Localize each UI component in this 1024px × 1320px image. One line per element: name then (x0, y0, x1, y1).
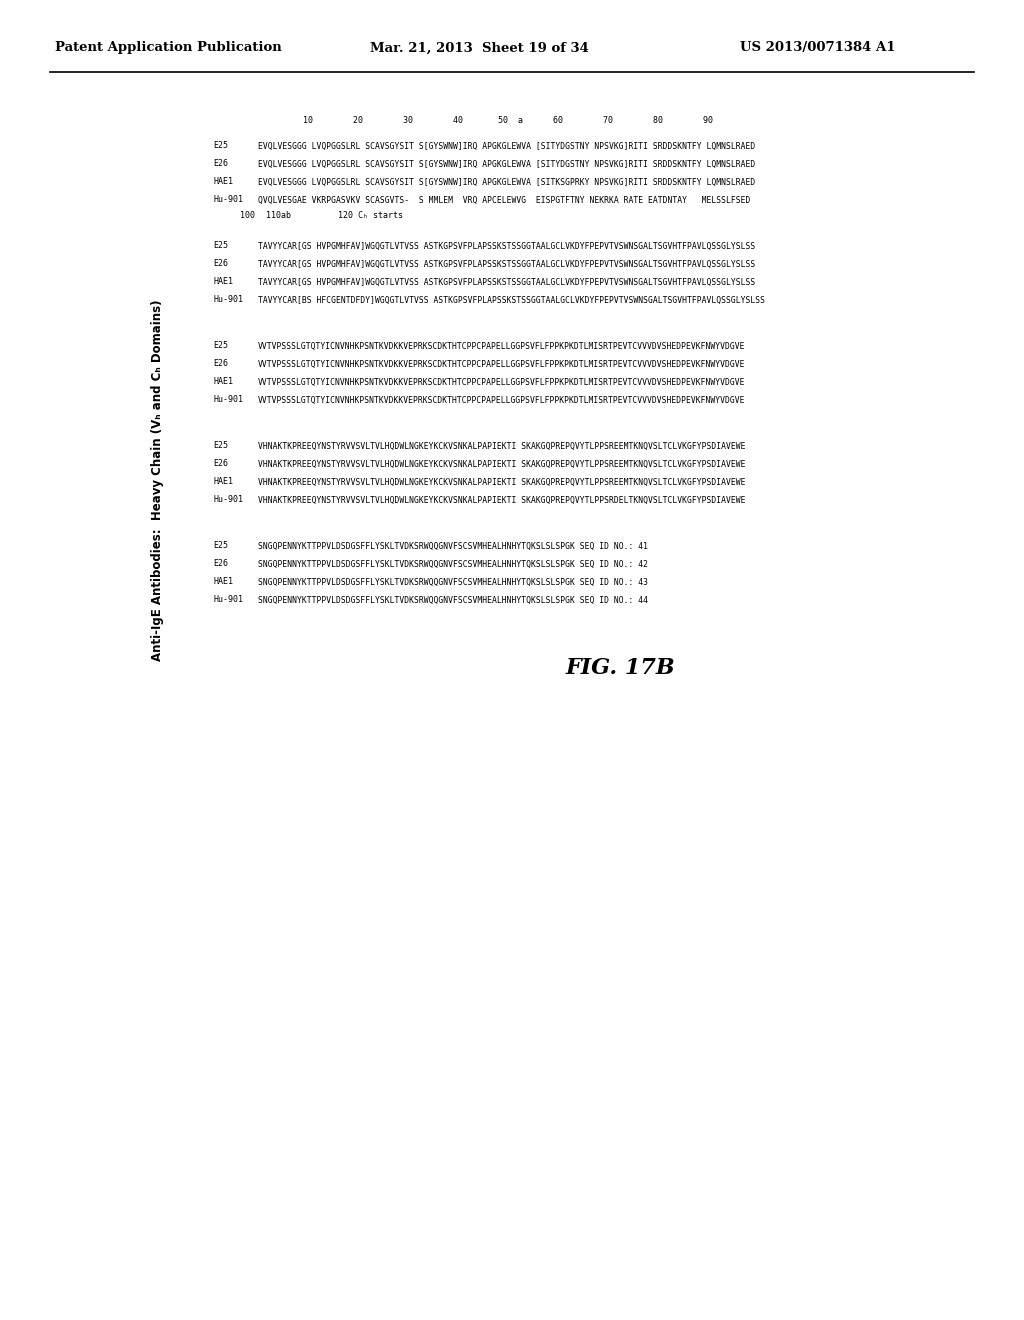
Text: Hu-901: Hu-901 (213, 396, 243, 404)
Text: 10        20        30        40       50  a      60        70        80        : 10 20 30 40 50 a 60 70 80 (258, 116, 713, 125)
Text: HAE1: HAE1 (213, 478, 233, 487)
Text: VHNAKTKPREEQYNSTYRVVSVLTVLHQDWLNGKEYKCKVSNKALPAPIEKTI SKAKGQPREPQVYTLPPSRDELTKNQ: VHNAKTKPREEQYNSTYRVVSVLTVLHQDWLNGKEYKCKV… (258, 495, 745, 504)
Text: Hu-901: Hu-901 (213, 296, 243, 305)
Text: HAE1: HAE1 (213, 277, 233, 286)
Text: E26: E26 (213, 260, 228, 268)
Text: E26: E26 (213, 459, 228, 469)
Text: E26: E26 (213, 560, 228, 569)
Text: Hu-901: Hu-901 (213, 495, 243, 504)
Text: Hu-901: Hu-901 (213, 595, 243, 605)
Text: HAE1: HAE1 (213, 578, 233, 586)
Text: TAVYYCAR[GS HVPGMHFAV]WGQGTLVTVSS ASTKGPSVFPLAPSSKSTSSGGTAALGCLVKDYFPEPVTVSWNSGA: TAVYYCAR[GS HVPGMHFAV]WGQGTLVTVSS ASTKGP… (258, 277, 756, 286)
Text: SNGQPENNYKTTPPVLDSDGSFFLYSKLTVDKSRWQQGNVFSCSVMHEALHNHYTQKSLSLSPGK SEQ ID NO.: 43: SNGQPENNYKTTPPVLDSDGSFFLYSKLTVDKSRWQQGNV… (258, 578, 648, 586)
Text: Mar. 21, 2013  Sheet 19 of 34: Mar. 21, 2013 Sheet 19 of 34 (370, 41, 589, 54)
Text: HAE1: HAE1 (213, 177, 233, 186)
Text: VVTVPSSSLGTQTYICNVNHKPSNTKVDKKVEPRKSCDKTHTCPPCPAPELLGGPSVFLFPPKPKDTLMISRTPEVTCVV: VVTVPSSSLGTQTYICNVNHKPSNTKVDKKVEPRKSCDKT… (258, 396, 745, 404)
Text: VHNAKTKPREEQYNSTYRVVSVLTVLHQDWLNGKEYKCKVSNKALPAPIEKTI SKAKGQPREPQVYTLPPSREEMTKNQ: VHNAKTKPREEQYNSTYRVVSVLTVLHQDWLNGKEYKCKV… (258, 441, 745, 450)
Text: SNGQPENNYKTTPPVLDSDGSFFLYSKLTVDKSRWQQGNVFSCSVMHEALHNHYTQKSLSLSPGK SEQ ID NO.: 41: SNGQPENNYKTTPPVLDSDGSFFLYSKLTVDKSRWQQGNV… (258, 541, 648, 550)
Text: SNGQPENNYKTTPPVLDSDGSFFLYSKLTVDKSRWQQGNVFSCSVMHEALHNHYTQKSLSLSPGK SEQ ID NO.: 44: SNGQPENNYKTTPPVLDSDGSFFLYSKLTVDKSRWQQGNV… (258, 595, 648, 605)
Text: VHNAKTKPREEQYNSTYRVVSVLTVLHQDWLNGKEYKCKVSNKALPAPIEKTI SKAKGQPREPQVYTLPPSREEMTKNQ: VHNAKTKPREEQYNSTYRVVSVLTVLHQDWLNGKEYKCKV… (258, 478, 745, 487)
Text: Hu-901: Hu-901 (213, 195, 243, 205)
Text: VVTVPSSSLGTQTYICNVNHKPSNTKVDKKVEPRKSCDKTHTCPPCPAPELLGGPSVFLFPPKPKDTLMISRTPEVTCVV: VVTVPSSSLGTQTYICNVNHKPSNTKVDKKVEPRKSCDKT… (258, 378, 745, 387)
Text: TAVYYCAR[BS HFCGENTDFDY]WGQGTLVTVSS ASTKGPSVFPLAPSSKSTSSGGTAALGCLVKDYFPEPVTVSWNS: TAVYYCAR[BS HFCGENTDFDY]WGQGTLVTVSS ASTK… (258, 296, 765, 305)
Text: E25: E25 (213, 141, 228, 150)
Text: EVQLVESGGG LVQPGGSLRL SCAVSGYSIT S[GYSWNW]IRQ APGKGLEWVA [SITYDGSTNY NPSVKG]RITI: EVQLVESGGG LVQPGGSLRL SCAVSGYSIT S[GYSWN… (258, 141, 756, 150)
Text: HAE1: HAE1 (213, 378, 233, 387)
Text: E26: E26 (213, 160, 228, 169)
Text: VHNAKTKPREEQYNSTYRVVSVLTVLHQDWLNGKEYKCKVSNKALPAPIEKTI SKAKGQPREPQVYTLPPSREEMTKNQ: VHNAKTKPREEQYNSTYRVVSVLTVLHQDWLNGKEYKCKV… (258, 459, 745, 469)
Text: TAVYYCAR[GS HVPGMHFAV]WGQGTLVTVSS ASTKGPSVFPLAPSSKSTSSGGTAALGCLVKDYFPEPVTVSWNSGA: TAVYYCAR[GS HVPGMHFAV]WGQGTLVTVSS ASTKGP… (258, 242, 756, 251)
Text: E25: E25 (213, 342, 228, 351)
Text: EVQLVESGGG LVQPGGSLRL SCAVSGYSIT S[GYSWNW]IRQ APGKGLEWVA [SITKSGPRKY NPSVKG]RITI: EVQLVESGGG LVQPGGSLRL SCAVSGYSIT S[GYSWN… (258, 177, 756, 186)
Text: EVQLVESGGG LVQPGGSLRL SCAVSGYSIT S[GYSWNW]IRQ APGKGLEWVA [SITYDGSTNY NPSVKG]RITI: EVQLVESGGG LVQPGGSLRL SCAVSGYSIT S[GYSWN… (258, 160, 756, 169)
Text: SNGQPENNYKTTPPVLDSDGSFFLYSKLTVDKSRWQQGNVFSCSVMHEALHNHYTQKSLSLSPGK SEQ ID NO.: 42: SNGQPENNYKTTPPVLDSDGSFFLYSKLTVDKSRWQQGNV… (258, 560, 648, 569)
Text: E25: E25 (213, 541, 228, 550)
Text: E26: E26 (213, 359, 228, 368)
Text: VVTVPSSSLGTQTYICNVNHKPSNTKVDKKVEPRKSCDKTHTCPPCPAPELLGGPSVFLFPPKPKDTLMISRTPEVTCVV: VVTVPSSSLGTQTYICNVNHKPSNTKVDKKVEPRKSCDKT… (258, 342, 745, 351)
Text: Patent Application Publication: Patent Application Publication (55, 41, 282, 54)
Text: E25: E25 (213, 242, 228, 251)
Text: TAVYYCAR[GS HVPGMHFAV]WGQGTLVTVSS ASTKGPSVFPLAPSSKSTSSGGTAALGCLVKDYFPEPVTVSWNSGA: TAVYYCAR[GS HVPGMHFAV]WGQGTLVTVSS ASTKGP… (258, 260, 756, 268)
Text: Anti-IgE Antibodies:  Heavy Chain (Vₕ and Cₕ Domains): Anti-IgE Antibodies: Heavy Chain (Vₕ and… (152, 300, 165, 661)
Text: 120 Cₕ starts: 120 Cₕ starts (338, 211, 403, 220)
Text: 110ab: 110ab (266, 211, 291, 220)
Text: QVQLVESGAE VKRPGASVKV SCASGVTS-  S MMLEM  VRQ APCELEWVG  EISPGTFTNY NEKRKA RATE : QVQLVESGAE VKRPGASVKV SCASGVTS- S MMLEM … (258, 195, 751, 205)
Text: 100: 100 (240, 211, 255, 220)
Text: US 2013/0071384 A1: US 2013/0071384 A1 (740, 41, 896, 54)
Text: FIG. 17B: FIG. 17B (565, 657, 675, 678)
Text: E25: E25 (213, 441, 228, 450)
Text: VVTVPSSSLGTQTYICNVNHKPSNTKVDKKVEPRKSCDKTHTCPPCPAPELLGGPSVFLFPPKPKDTLMISRTPEVTCVV: VVTVPSSSLGTQTYICNVNHKPSNTKVDKKVEPRKSCDKT… (258, 359, 745, 368)
